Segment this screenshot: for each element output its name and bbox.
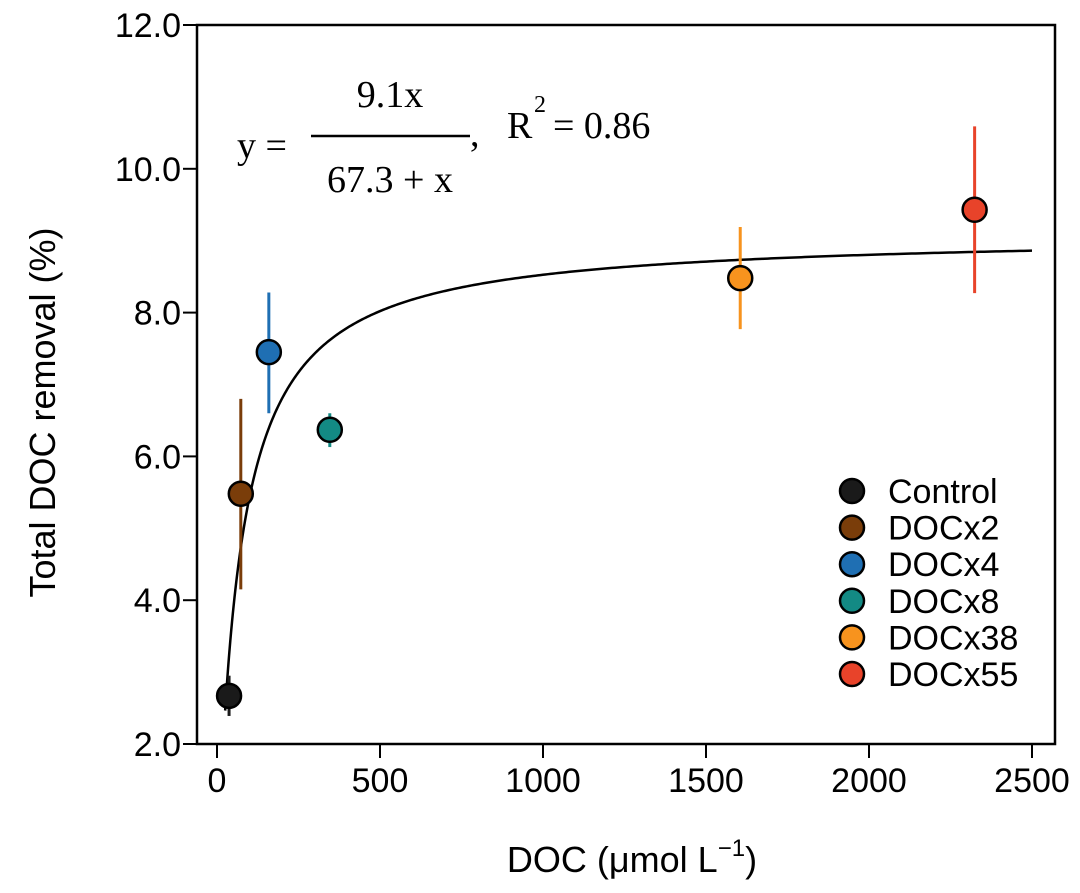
equation-r2-sup: 2 [534,92,546,118]
legend-label: DOCx2 [888,510,999,548]
y-tick-label: 4.0 [134,582,181,620]
x-tick-label: 1000 [505,762,581,800]
legend-marker [838,514,866,541]
plot-frame [195,23,1057,746]
data-point-docx4 [255,292,283,414]
legend-label: Control [888,473,998,511]
x-tick-label: 1500 [668,762,744,800]
legend-label: DOCx8 [888,583,999,621]
point-marker [215,682,243,710]
legend-marker [838,587,866,615]
legend-marker [838,660,866,688]
x-axis-title-mu: μ [609,839,630,880]
x-axis-title-main: DOC ( [507,839,609,880]
y-tick-label: 12.0 [115,7,181,45]
y-tick-label: 8.0 [134,295,181,333]
data-point-docx38 [726,227,754,330]
x-axis-title-sup: −1 [718,835,745,862]
point-marker [227,480,255,508]
legend-item: DOCx4 [838,546,999,584]
legend-marker [838,477,866,505]
legend-label: DOCx55 [888,656,1018,694]
x-axis-title-unit: mol L [630,839,718,880]
legend-label: DOCx38 [888,619,1018,657]
x-tick-label: 2500 [994,762,1070,800]
equation-r2-value: = 0.86 [553,105,650,147]
legend-marker [838,550,866,578]
fit-equation: y = 9.1x 67.3 + x , R 2 = 0.86 [237,74,650,201]
y-tick-label: 6.0 [134,438,181,476]
equation-comma: , [470,113,480,155]
legend-item: DOCx55 [838,656,1018,694]
equation-lhs: y = [237,125,287,167]
fit-curve [223,249,1033,711]
x-axis: 0 500 1000 1500 2000 2500 [208,744,1070,800]
y-tick-label: 10.0 [115,151,181,189]
point-marker [726,264,754,292]
point-marker [255,338,283,366]
point-marker [316,416,344,444]
x-tick-label: 500 [352,762,409,800]
x-axis-title: DOC (μmol L−1) [507,835,757,880]
legend-label: DOCx4 [888,546,999,584]
y-axis: 2.0 4.0 6.0 8.0 10.0 12.0 [115,7,197,764]
legend-marker [838,624,866,651]
y-axis-title: Total DOC removal (%) [22,227,63,597]
data-point-docx8 [316,413,344,448]
y-tick-label: 2.0 [134,726,181,764]
legend-item: Control [838,473,998,511]
legend-item: DOCx8 [838,583,999,621]
data-point-docx55 [961,126,988,294]
x-tick-label: 0 [208,762,227,800]
legend-item: DOCx38 [838,619,1018,657]
legend-item: DOCx2 [838,510,999,548]
equation-denominator: 67.3 + x [327,159,453,201]
equation-numerator: 9.1x [357,74,424,116]
data-points [215,126,988,716]
data-point-docx2 [227,398,255,590]
point-marker [961,196,988,224]
data-point-control [215,675,243,716]
equation-r2-label: R [507,105,533,147]
x-tick-label: 2000 [831,762,907,800]
x-axis-title-close: ) [745,839,757,880]
